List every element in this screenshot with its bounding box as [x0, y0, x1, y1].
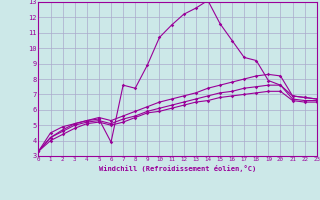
X-axis label: Windchill (Refroidissement éolien,°C): Windchill (Refroidissement éolien,°C): [99, 165, 256, 172]
